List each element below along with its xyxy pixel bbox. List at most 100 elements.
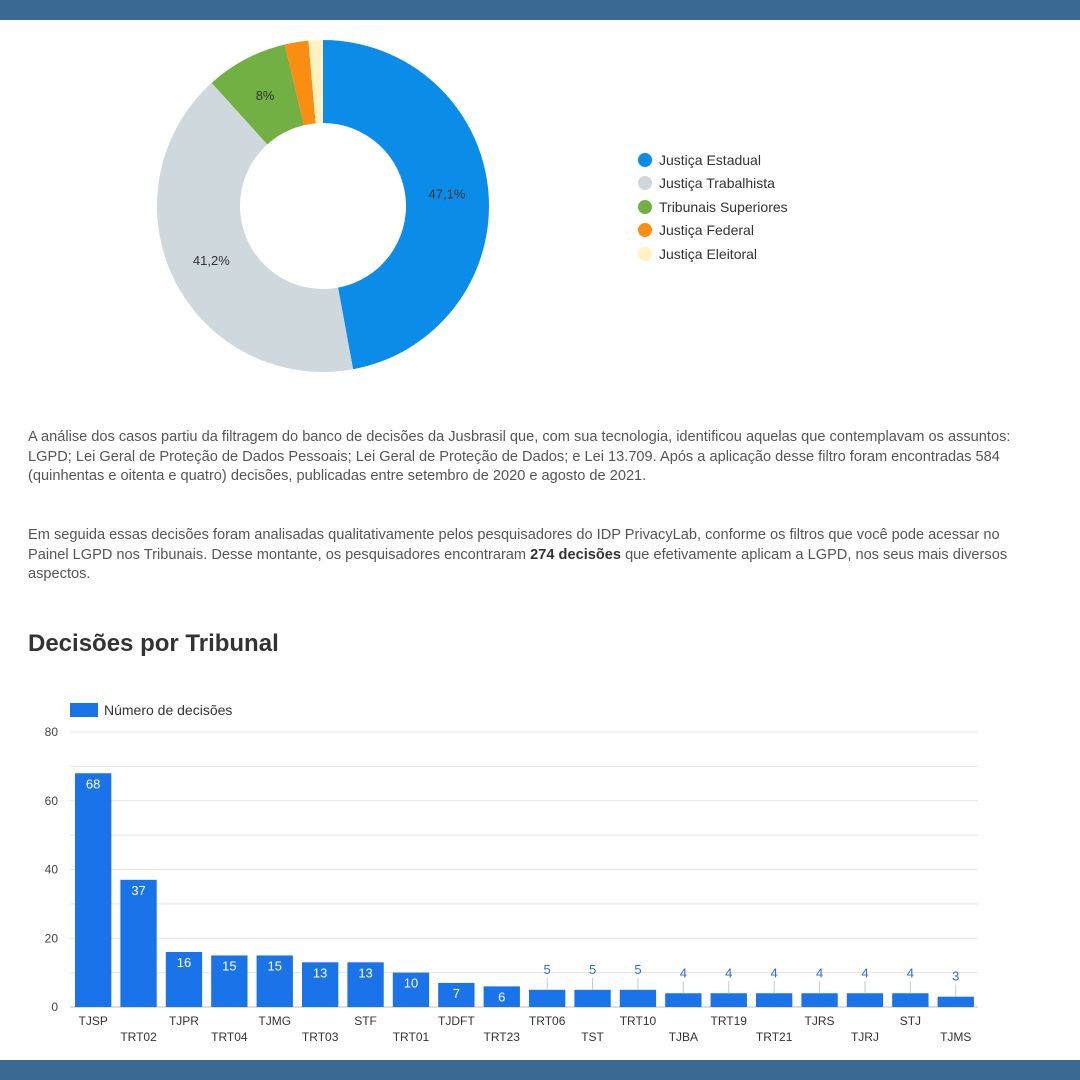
y-tick-label: 40 (45, 863, 59, 877)
donut-chart: 47,1% 41,2% 8% (157, 40, 489, 373)
decisions-count-highlight: 274 decisões (530, 546, 622, 563)
bar-legend-label: Número de decisões (104, 702, 233, 718)
bar-value-label: 15 (268, 958, 282, 973)
bar-value-label: 10 (404, 976, 418, 991)
legend-label: Justiça Trabalhista (659, 175, 775, 192)
y-tick-label: 60 (45, 794, 59, 808)
donut-slice-label: 41,2% (193, 253, 230, 268)
bar-TRT23 (483, 986, 520, 1007)
bottom-frame-bar (0, 1060, 1080, 1080)
bar-value-label: 4 (861, 965, 868, 980)
donut-slice-label: 8% (256, 88, 275, 103)
bar-value-label: 15 (222, 958, 236, 973)
bar-TRT21 (756, 993, 793, 1007)
y-tick-label: 0 (51, 1000, 58, 1014)
bar-value-label: 7 (453, 986, 460, 1001)
bar-TRT03 (302, 962, 339, 1007)
x-category-label: TRT19 (711, 1014, 748, 1028)
bar-TRT06 (529, 989, 566, 1007)
legend-dot (638, 152, 652, 167)
legend-label: Justiça Eleitoral (659, 245, 758, 262)
y-tick-label: 80 (45, 725, 59, 739)
bar-TST (574, 989, 611, 1007)
x-category-label: STF (354, 1014, 377, 1028)
x-category-label: TRT23 (484, 1030, 521, 1044)
bar-TRT01 (392, 972, 430, 1007)
x-category-label: TRT01 (393, 1030, 430, 1044)
bar-value-label: 13 (313, 965, 327, 980)
bar-STJ (892, 993, 929, 1007)
bar-value-label: 13 (358, 965, 372, 980)
legend-item: Justiça Eleitoral (638, 242, 788, 266)
donut-slice-1 (323, 40, 489, 370)
x-category-label: TJDFT (438, 1014, 475, 1028)
bar-chart-title: Decisões por Tribunal (28, 630, 279, 657)
x-category-label: TJPR (169, 1014, 199, 1028)
donut-slice-4 (284, 40, 316, 126)
x-category-label: TJSP (78, 1014, 107, 1028)
legend-label: Tribunais Superiores (659, 198, 788, 215)
x-category-label: TRT21 (756, 1030, 793, 1044)
bar-TJMG (256, 955, 293, 1007)
analysis-paragraph: Em seguida essas decisões foram analisad… (28, 526, 1018, 585)
legend-label: Justiça Federal (659, 222, 754, 239)
donut-slice-5 (308, 40, 323, 124)
x-category-label: TRT02 (120, 1030, 157, 1044)
bar-TRT19 (710, 993, 747, 1007)
bar-TJRS (801, 993, 838, 1007)
donut-slice-3 (211, 44, 304, 145)
x-category-label: TJRS (805, 1014, 835, 1028)
bar-TJBA (665, 993, 702, 1007)
x-category-label: TJRJ (851, 1030, 879, 1044)
bar-value-label: 6 (498, 989, 505, 1004)
y-tick-label: 20 (45, 931, 59, 945)
bar-TJDFT (438, 982, 475, 1007)
x-category-label: TRT06 (529, 1014, 566, 1028)
bar-chart-legend: Número de decisões (70, 702, 232, 718)
legend-dot (638, 199, 652, 214)
bar-legend-swatch (70, 703, 98, 717)
bar-STF (347, 962, 384, 1007)
bar-value-label: 4 (816, 965, 823, 980)
bar-TRT02 (120, 879, 157, 1007)
bar-TJRJ (846, 993, 884, 1007)
x-category-label: TJBA (669, 1030, 698, 1044)
top-frame-bar (0, 0, 1080, 20)
bar-value-label: 68 (86, 776, 100, 791)
bar-TJPR (165, 952, 203, 1007)
legend-dot (638, 246, 652, 261)
x-category-label: TJMS (940, 1030, 971, 1044)
bar-TRT10 (619, 989, 657, 1007)
x-category-label: TRT03 (302, 1030, 339, 1044)
x-category-label: TJMG (258, 1014, 291, 1028)
bar-value-label: 4 (771, 965, 778, 980)
analysis-text-start: Em seguida essas decisões foram analisad… (28, 527, 1000, 563)
analysis-text-end: que efetivamente aplicam a LGPD, nos seu… (28, 546, 1008, 583)
bar-chart: 02040608068TJSP37TRT0216TJPR15TRT0415TJM… (45, 725, 978, 1044)
legend-dot (638, 176, 652, 191)
legend-item: Tribunais Superiores (638, 195, 788, 219)
donut-slice-label: 47,1% (429, 187, 466, 202)
bar-value-label: 5 (634, 962, 641, 977)
bar-value-label: 5 (544, 962, 551, 977)
bar-TRT04 (211, 955, 248, 1007)
x-category-label: TST (581, 1030, 604, 1044)
bar-value-label: 4 (680, 965, 687, 980)
x-category-label: STJ (900, 1014, 921, 1028)
intro-paragraph: A análise dos casos partiu da filtragem … (28, 429, 1011, 484)
bar-value-label: 37 (131, 883, 145, 898)
bar-value-label: 16 (177, 955, 191, 970)
bar-value-label: 4 (725, 965, 732, 980)
bar-value-label: 4 (907, 965, 914, 980)
legend-item: Justiça Federal (638, 219, 788, 243)
donut-legend: Justiça Estadual Justiça Trabalhista Tribu… (638, 148, 788, 266)
bar-TJMS (937, 996, 974, 1007)
x-category-label: TRT10 (620, 1014, 657, 1028)
legend-item: Justiça Estadual (638, 148, 788, 172)
legend-dot (638, 223, 652, 238)
legend-item: Justiça Trabalhista (638, 172, 788, 196)
legend-label: Justiça Estadual (659, 151, 761, 168)
x-category-label: TRT04 (211, 1030, 248, 1044)
bar-value-label: 3 (952, 969, 959, 984)
donut-slice-2 (157, 82, 354, 373)
